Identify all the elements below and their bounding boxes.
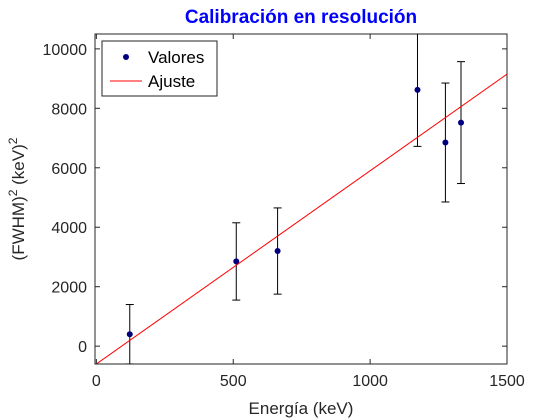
y-axis-label-base: (FWHM) (9, 196, 28, 260)
data-point-3 (274, 248, 281, 255)
y-axis-label-base-sup: 2 (6, 189, 20, 196)
x-axis-label: Energía (keV) (249, 399, 354, 418)
x-axis-ticks: 0 500 1000 1500 (92, 34, 525, 390)
legend-label: Valores (148, 48, 204, 67)
axes-box (94, 33, 508, 365)
fit-line (95, 73, 507, 364)
x-tick-label: 0 (92, 373, 101, 390)
legend-box (101, 40, 218, 97)
y-tick-label: 6000 (51, 161, 87, 178)
legend-marker-swatch (123, 54, 129, 60)
data-point-4 (414, 86, 421, 93)
x-tick-label: 1500 (489, 373, 525, 390)
data-layer (95, 34, 507, 364)
x-tick-label: 1000 (352, 373, 388, 390)
y-axis-label-unit-sup: 2 (6, 137, 20, 144)
chart-title: Calibración en resolución (185, 7, 417, 28)
x-tick-label: 500 (220, 373, 247, 390)
y-tick-label: 0 (78, 339, 87, 356)
data-point-1 (126, 331, 133, 338)
data-point-2 (233, 258, 240, 265)
y-tick-label: 2000 (51, 280, 87, 297)
legend: Valores Ajuste (101, 40, 218, 97)
plot-area (94, 33, 508, 365)
y-axis-label-unit: (keV) (9, 144, 28, 189)
y-tick-label: 4000 (51, 220, 87, 237)
y-axis-label: (FWHM)2 (keV)2 (6, 137, 28, 260)
legend-label: Ajuste (148, 72, 195, 91)
y-tick-label: 10000 (43, 42, 88, 59)
data-point-6 (458, 119, 465, 126)
data-point-5 (442, 139, 449, 146)
y-axis-ticks: 0 2000 4000 6000 8000 10000 (43, 42, 507, 356)
y-tick-label: 8000 (51, 101, 87, 118)
